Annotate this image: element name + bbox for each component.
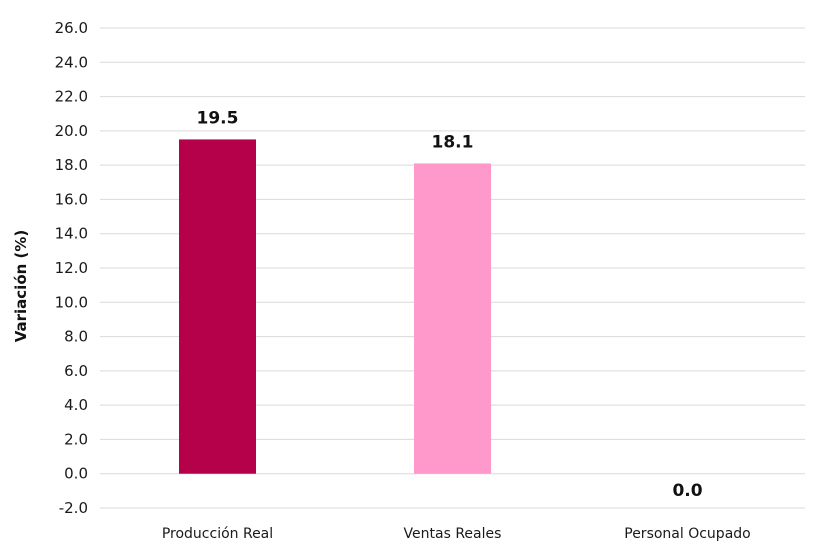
y-axis-ticks: -2.0 0.0 2.0 4.0 6.0 8.0 10.0 12.0 14.0 16.0 18.0 2… [55,19,88,517]
data-label: 19.5 [197,108,239,128]
y-tick-label: 14.0 [55,225,88,243]
y-tick-label: 0.0 [64,465,88,483]
y-tick-label: 12.0 [55,259,88,277]
y-tick-label: 10.0 [55,293,88,311]
category-label: Ventas Reales [404,526,502,542]
y-tick-label: 24.0 [55,53,88,71]
category-label: Producción Real [162,526,273,542]
y-tick-label: 26.0 [55,19,88,37]
y-tick-label: 2.0 [64,430,88,448]
data-label: 18.1 [432,132,474,152]
y-tick-label: 6.0 [64,362,88,380]
bars [179,139,491,474]
bar [179,139,256,474]
y-tick-label: 20.0 [55,122,88,140]
y-tick-label: 4.0 [64,396,88,414]
bar [414,163,491,474]
data-label: 0.0 [672,481,702,501]
category-label: Personal Ocupado [624,526,750,542]
y-tick-label: -2.0 [59,499,88,517]
y-tick-label: 16.0 [55,190,88,208]
category-labels: Producción Real Ventas Reales Personal Ocu… [162,526,751,542]
y-tick-label: 8.0 [64,328,88,346]
y-tick-label: 18.0 [55,156,88,174]
y-tick-label: 22.0 [55,88,88,106]
data-labels: 19.5 18.1 0.0 [197,108,703,501]
y-axis-title: Variación (%) [12,230,30,343]
